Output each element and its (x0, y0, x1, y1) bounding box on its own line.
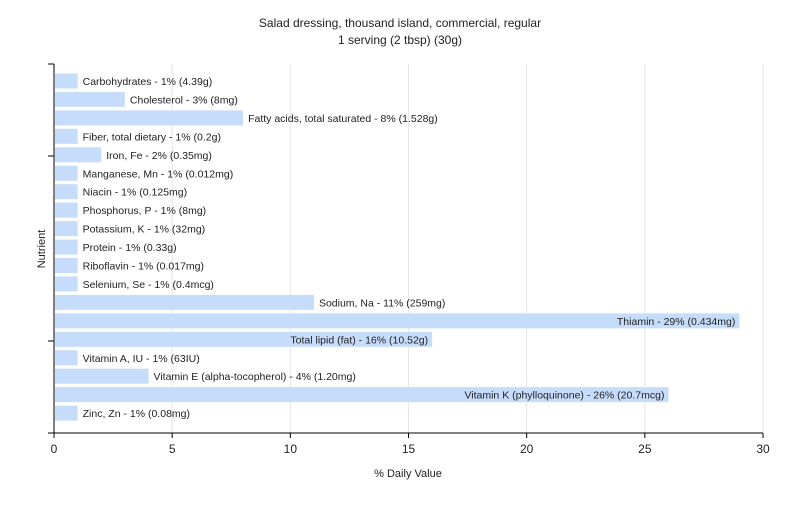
bar-label: Selenium, Se - 1% (0.4mcg) (83, 279, 214, 291)
bar (55, 276, 78, 292)
bar-label: Protein - 1% (0.33g) (83, 242, 177, 254)
bar-label: Sodium, Na - 11% (259mg) (319, 297, 445, 309)
x-tick-label: 10 (284, 442, 298, 456)
bar (55, 147, 102, 163)
bar-label: Total lipid (fat) - 16% (10.52g) (290, 334, 428, 346)
x-tick-label: 20 (520, 442, 534, 456)
x-tick-label: 5 (169, 442, 176, 456)
bars (55, 73, 740, 421)
bar-label: Zinc, Zn - 1% (0.08mg) (83, 408, 190, 420)
y-axis-title: Nutrient (36, 230, 48, 269)
bar (55, 258, 78, 273)
bar (55, 184, 78, 200)
bar (55, 165, 78, 181)
bar-label: Potassium, K - 1% (32mg) (83, 224, 206, 236)
bar-label: Fatty acids, total saturated - 8% (1.528… (248, 113, 438, 125)
bar-label: Cholesterol - 3% (8mg) (130, 94, 238, 106)
bar-label: Vitamin E (alpha-tocopherol) - 4% (1.20m… (154, 371, 356, 383)
bar (55, 221, 78, 237)
x-tick-label: 0 (51, 442, 58, 456)
bar (55, 128, 78, 144)
bar-label: Riboflavin - 1% (0.017mg) (83, 261, 204, 273)
bar (55, 350, 78, 366)
bar-label: Vitamin A, IU - 1% (63IU) (83, 353, 200, 365)
bar (55, 331, 433, 347)
bar-label: Vitamin K (phylloquinone) - 26% (20.7mcg… (464, 390, 664, 402)
bar (55, 202, 78, 218)
bar-label: Iron, Fe - 2% (0.35mg) (106, 150, 212, 162)
x-axis-title: % Daily Value (374, 468, 442, 480)
bar (55, 73, 78, 89)
x-tick-label: 30 (756, 442, 770, 456)
bar (55, 239, 78, 255)
bar-label: Manganese, Mn - 1% (0.012mg) (83, 168, 234, 180)
x-tick-label: 15 (402, 442, 416, 456)
bar (55, 387, 669, 403)
chart-title: Salad dressing, thousand island, commerc… (259, 16, 541, 30)
axes: 0 5 10 15 20 25 30 (48, 63, 770, 456)
bar-label: Carbohydrates - 1% (4.39g) (83, 76, 213, 88)
bar-labels: Carbohydrates - 1% (4.39g) Cholesterol - … (83, 76, 736, 420)
bar-label: Phosphorus, P - 1% (8mg) (83, 205, 207, 217)
bar (55, 91, 125, 107)
bar-label: Fiber, total dietary - 1% (0.2g) (83, 131, 221, 143)
bar (55, 313, 740, 329)
bar (55, 368, 149, 384)
bar-label: Thiamin - 29% (0.434mg) (617, 316, 735, 328)
bar (55, 405, 78, 421)
bar-label: Niacin - 1% (0.125mg) (83, 187, 187, 199)
chart-subtitle: 1 serving (2 tbsp) (30g) (338, 33, 462, 47)
bar (55, 294, 314, 310)
grid-lines (171, 64, 764, 433)
x-tick-label: 25 (638, 442, 652, 456)
bar (55, 110, 244, 126)
